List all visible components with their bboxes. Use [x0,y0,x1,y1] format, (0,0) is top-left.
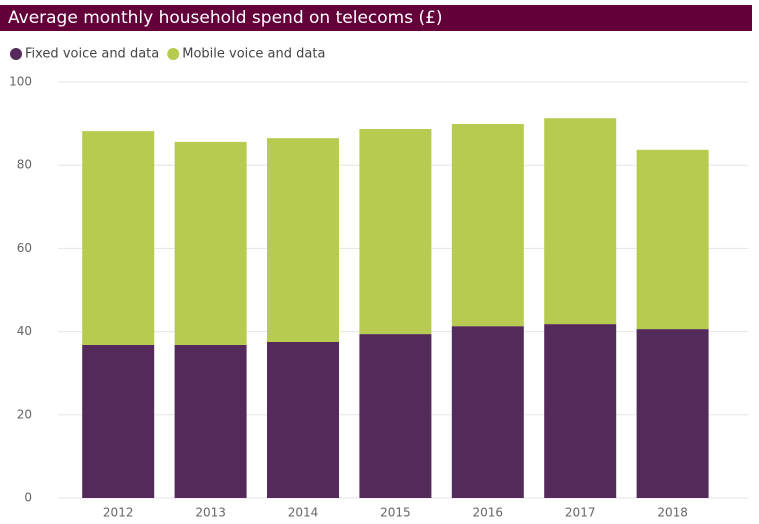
y-tick-label: 60 [17,241,32,255]
bar-segment [451,124,524,327]
x-tick-label: 2016 [473,506,504,520]
y-tick-label: 0 [24,491,32,505]
bar-segment [174,141,247,345]
bar-segment [544,118,617,325]
legend-label: Mobile voice and data [182,47,325,62]
legend-swatch [10,48,22,60]
bar-segment [636,329,709,498]
bar-segment [174,344,247,498]
x-tick-label: 2015 [380,506,411,520]
y-tick-label: 100 [9,75,32,89]
bar-segment [451,326,524,498]
bar-segment [267,138,339,342]
x-tick-label: 2017 [565,506,596,520]
x-tick-label: 2012 [103,506,134,520]
y-tick-label: 80 [17,158,32,172]
bar-segment [359,334,432,498]
x-tick-label: 2013 [195,506,226,520]
legend-label: Fixed voice and data [25,47,159,62]
title-bar [0,5,752,31]
chart-title: Average monthly household spend on telec… [8,8,443,28]
y-tick-label: 40 [17,324,32,338]
bar-segment [267,342,339,498]
bar-segment [359,129,432,335]
bar-segment [636,149,709,330]
y-tick-label: 20 [17,407,32,421]
legend-swatch [167,48,180,60]
x-tick-label: 2014 [288,506,319,520]
bar-segment [82,344,155,498]
x-tick-label: 2018 [657,506,688,520]
bar-segment [82,131,155,345]
bar-segment [544,324,617,498]
